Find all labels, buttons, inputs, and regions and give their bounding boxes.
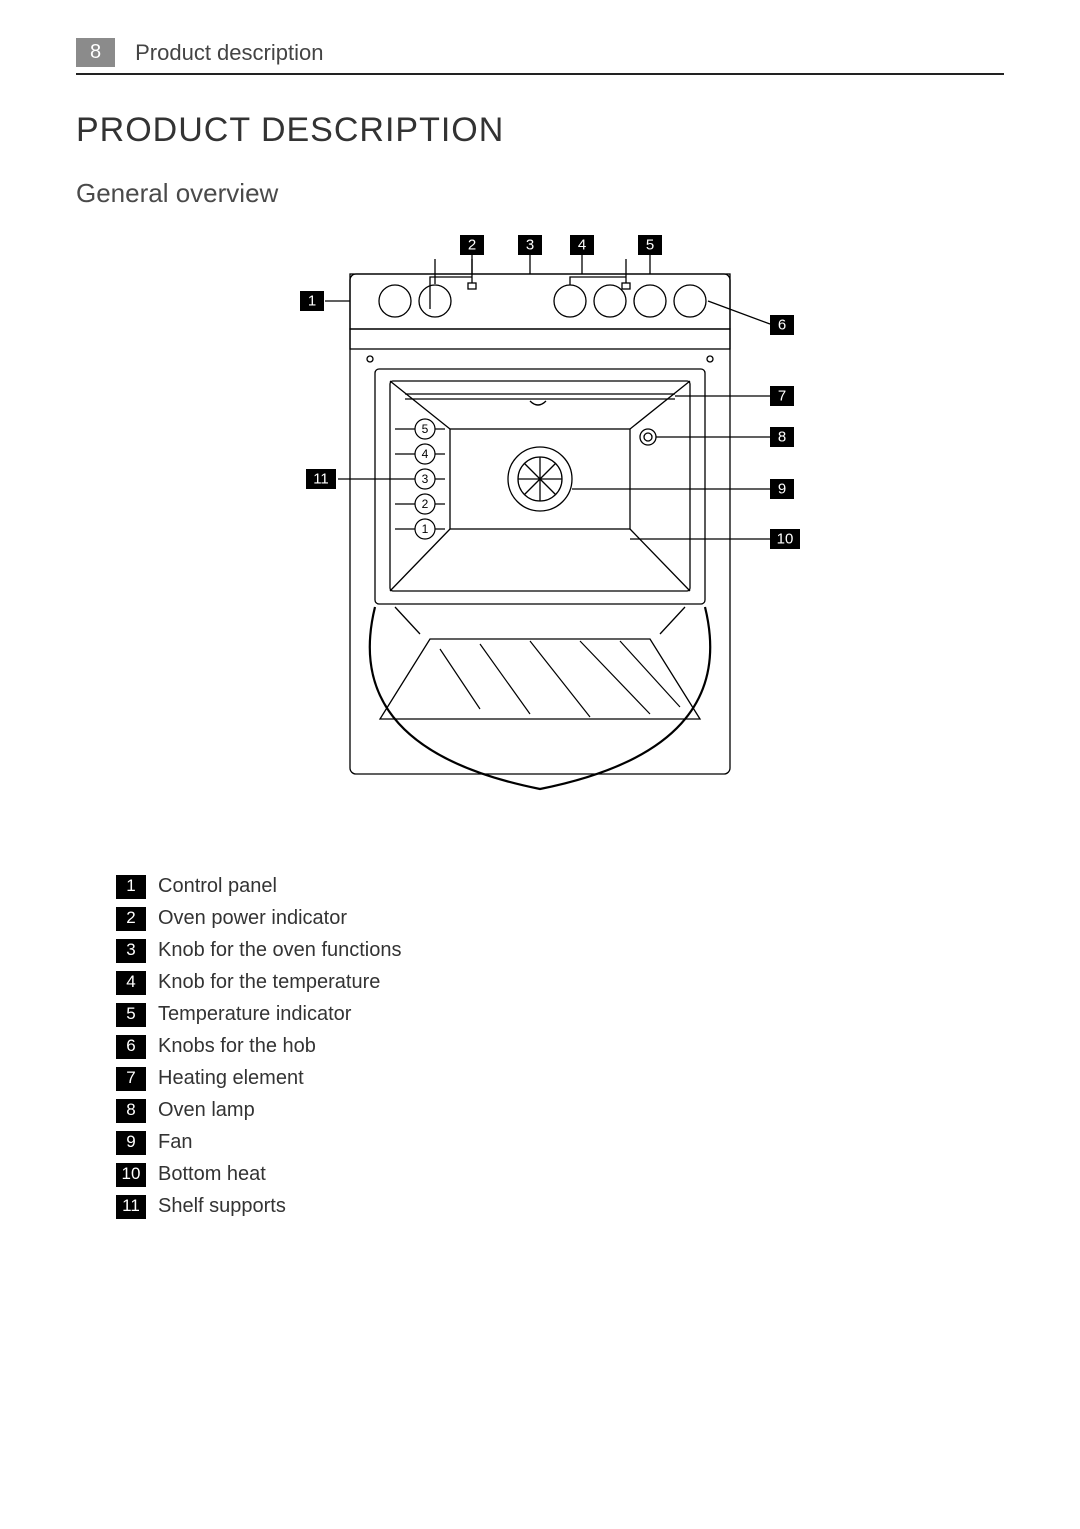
svg-text:2: 2 xyxy=(468,237,476,254)
legend-label: Fan xyxy=(158,1129,192,1156)
section-heading: General overview xyxy=(76,178,1004,209)
legend-item: 11 Shelf supports xyxy=(116,1193,1004,1220)
svg-text:5: 5 xyxy=(646,237,654,254)
callout-4: 4 xyxy=(570,235,594,255)
legend-label: Oven lamp xyxy=(158,1097,255,1124)
legend-item: 8 Oven lamp xyxy=(116,1097,1004,1124)
oven-svg: 2 3 4 5 xyxy=(230,229,850,849)
page-title: PRODUCT DESCRIPTION xyxy=(76,111,1004,150)
callout-8: 8 xyxy=(770,427,794,447)
legend-item: 7 Heating element xyxy=(116,1065,1004,1092)
svg-text:6: 6 xyxy=(778,317,786,334)
legend-num: 9 xyxy=(116,1131,146,1155)
svg-text:9: 9 xyxy=(778,481,786,498)
callout-2: 2 xyxy=(460,235,484,255)
page-number-badge: 8 xyxy=(76,38,115,67)
legend-num: 2 xyxy=(116,907,146,931)
shelf-level-4: 4 xyxy=(415,444,435,464)
legend-item: 4 Knob for the temperature xyxy=(116,969,1004,996)
legend-label: Heating element xyxy=(158,1065,304,1092)
svg-text:1: 1 xyxy=(308,293,316,310)
shelf-level-5: 5 xyxy=(415,419,435,439)
svg-text:2: 2 xyxy=(422,497,429,511)
legend-label: Oven power indicator xyxy=(158,905,347,932)
legend-num: 10 xyxy=(116,1163,146,1187)
svg-text:1: 1 xyxy=(422,522,429,536)
shelf-level-1: 1 xyxy=(415,519,435,539)
legend-label: Bottom heat xyxy=(158,1161,266,1188)
legend-num: 8 xyxy=(116,1099,146,1123)
legend-label: Temperature indicator xyxy=(158,1001,351,1028)
svg-text:5: 5 xyxy=(422,422,429,436)
svg-text:4: 4 xyxy=(578,237,586,254)
callout-1: 1 xyxy=(300,291,324,311)
legend-num: 4 xyxy=(116,971,146,995)
legend-label: Shelf supports xyxy=(158,1193,286,1220)
manual-page: 8 Product description PRODUCT DESCRIPTIO… xyxy=(0,0,1080,1529)
legend-item: 2 Oven power indicator xyxy=(116,905,1004,932)
callout-5: 5 xyxy=(638,235,662,255)
callout-3: 3 xyxy=(518,235,542,255)
legend-item: 3 Knob for the oven functions xyxy=(116,937,1004,964)
legend-label: Knob for the temperature xyxy=(158,969,380,996)
callout-9: 9 xyxy=(770,479,794,499)
svg-text:7: 7 xyxy=(778,388,786,405)
legend-num: 7 xyxy=(116,1067,146,1091)
legend-label: Knob for the oven functions xyxy=(158,937,402,964)
page-header: 8 Product description xyxy=(76,38,1004,75)
shelf-level-3: 3 xyxy=(415,469,435,489)
svg-text:3: 3 xyxy=(526,237,534,254)
svg-text:11: 11 xyxy=(313,471,329,488)
svg-text:4: 4 xyxy=(422,447,429,461)
svg-text:10: 10 xyxy=(777,531,794,548)
header-section-title: Product description xyxy=(135,40,323,66)
legend-item: 6 Knobs for the hob xyxy=(116,1033,1004,1060)
legend-item: 9 Fan xyxy=(116,1129,1004,1156)
oven-diagram: 2 3 4 5 xyxy=(76,229,1004,849)
legend-num: 1 xyxy=(116,875,146,899)
shelf-level-2: 2 xyxy=(415,494,435,514)
callout-6: 6 xyxy=(770,315,794,335)
callout-11: 11 xyxy=(306,469,336,489)
legend-label: Control panel xyxy=(158,873,277,900)
svg-text:8: 8 xyxy=(778,429,786,446)
svg-text:3: 3 xyxy=(422,472,429,486)
legend-num: 5 xyxy=(116,1003,146,1027)
legend-item: 10 Bottom heat xyxy=(116,1161,1004,1188)
callout-7: 7 xyxy=(770,386,794,406)
callout-10: 10 xyxy=(770,529,800,549)
legend-item: 5 Temperature indicator xyxy=(116,1001,1004,1028)
legend-num: 3 xyxy=(116,939,146,963)
legend-list: 1 Control panel 2 Oven power indicator 3 Kn… xyxy=(116,873,1004,1220)
legend-label: Knobs for the hob xyxy=(158,1033,316,1060)
legend-num: 11 xyxy=(116,1195,146,1219)
legend-item: 1 Control panel xyxy=(116,873,1004,900)
legend-num: 6 xyxy=(116,1035,146,1059)
